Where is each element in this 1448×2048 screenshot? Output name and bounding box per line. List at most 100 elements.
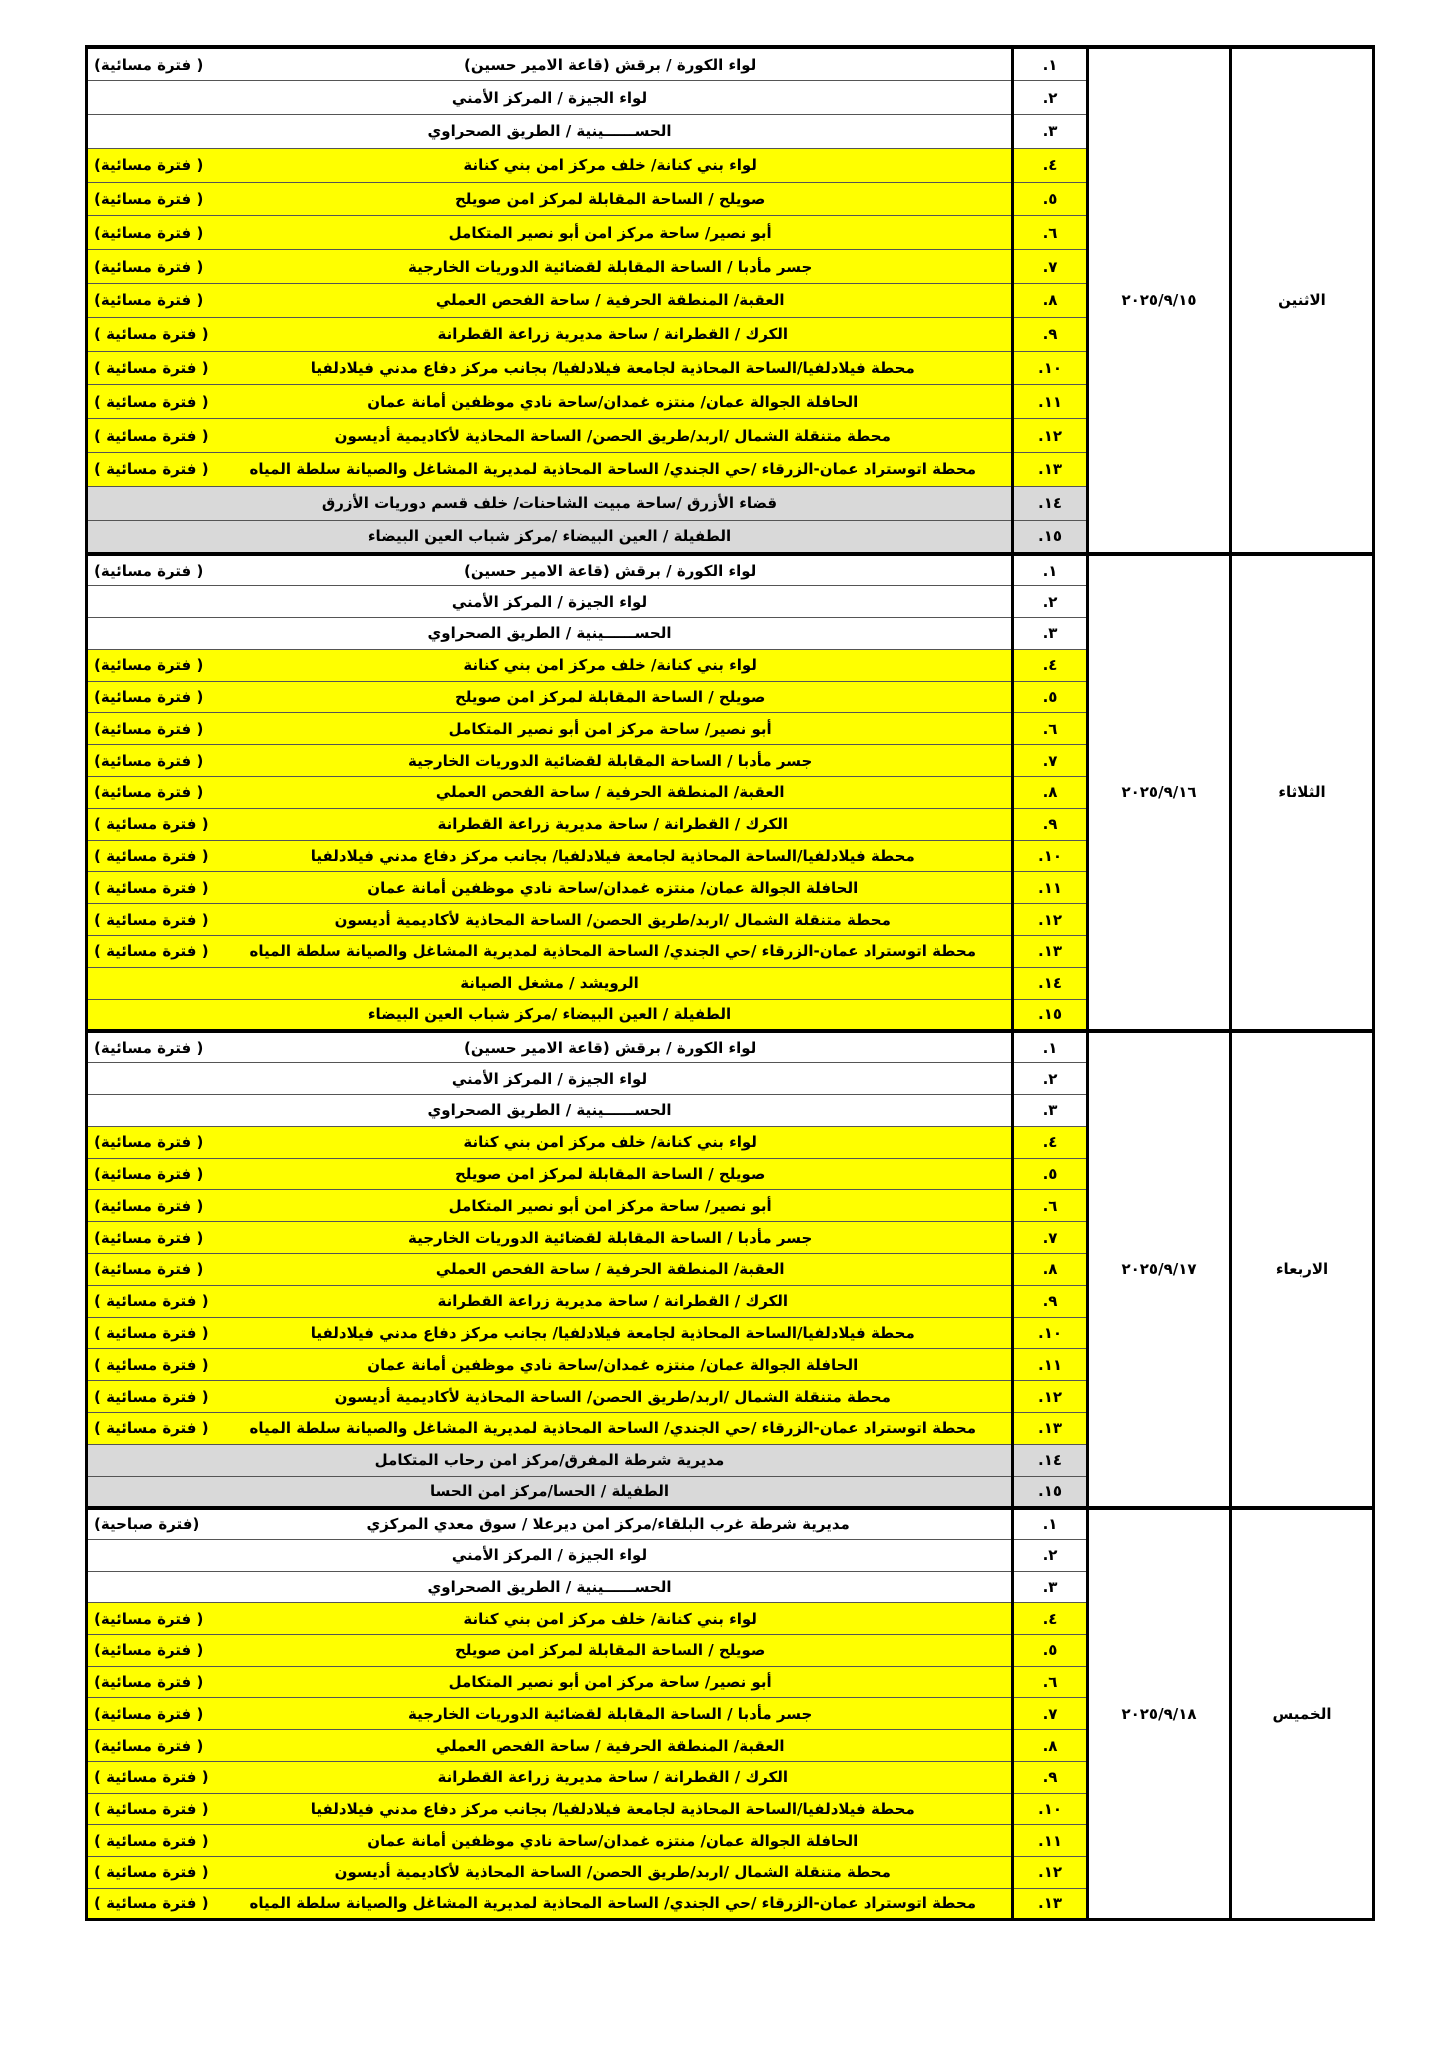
date-cell: ٢٠٢٥/٩/١٧ <box>1086 1028 1232 1509</box>
location-cell-content: الحافلة الجوالة عمان/ منتزه غمدان/ساحة ن… <box>88 391 1011 413</box>
location-text: محطة فيلادلفيا/الساحة المحاذية لجامعة في… <box>310 1799 915 1818</box>
table-row: ٢. لواء الجيزة / المركز الأمني <box>86 1062 1374 1095</box>
location-cell-content: لواء بني كنانة/ خلف مركز امن بني كنانة ( … <box>88 154 1011 176</box>
location-cell: الحافلة الجوالة عمان/ منتزه غمدان/ساحة ن… <box>86 871 1013 905</box>
location-text: لواء الكورة / برقش (قاعة الامير حسين) <box>464 561 757 580</box>
row-number: ١٠. <box>1011 1792 1088 1826</box>
location-cell-content: صويلح / الساحة المقابلة لمركز امن صويلح (… <box>88 1163 1011 1185</box>
row-number: ٨. <box>1011 1252 1088 1286</box>
row-number: ٣. <box>1011 617 1088 650</box>
location-text: محطة متنقلة الشمال /اربد/طريق الحصن/ الس… <box>334 426 891 445</box>
table-row: ٢. لواء الجيزة / المركز الأمني <box>86 1539 1374 1572</box>
location-text: مديرية شرطة المفرق/مركز امن رحاب المتكام… <box>374 1451 725 1470</box>
location-cell: محطة اتوستراد عمان-الزرقاء /حي الجندي/ ا… <box>86 1411 1013 1445</box>
table-row: ١٥. الطفيلة / العين البيضاء /مركز شباب ال… <box>86 519 1374 555</box>
location-cell: محطة متنقلة الشمال /اربد/طريق الحصن/ الس… <box>86 1855 1013 1889</box>
location-cell-content: الحافلة الجوالة عمان/ منتزه غمدان/ساحة ن… <box>88 877 1011 899</box>
row-number: ٩. <box>1011 1760 1088 1794</box>
day-cell: الخميس <box>1229 1505 1375 1921</box>
location-cell-content: لواء الكورة / برقش (قاعة الامير حسين) ( ف… <box>88 1037 1011 1059</box>
location-cell-content: لواء الجيزة / المركز الأمني <box>88 1068 1011 1090</box>
row-number: ٥. <box>1011 680 1088 714</box>
table-row: ٧. جسر مأدبا / الساحة المقابلة لقضائية ال… <box>86 1221 1374 1254</box>
location-text: صويلح / الساحة المقابلة لمركز امن صويلح <box>454 1641 766 1660</box>
location-text: الكرك / القطرانة / ساحة مديرية زراعة الق… <box>437 815 789 834</box>
location-cell: محطة فيلادلفيا/الساحة المحاذية لجامعة في… <box>86 350 1013 386</box>
location-cell-content: العقبة/ المنطقة الحرفية / ساحة الفحص الع… <box>88 289 1011 311</box>
period-note: ( فترة مسائية ) <box>94 1419 209 1438</box>
period-note: ( فترة مسائية ) <box>94 1799 209 1818</box>
location-cell-content: أبو نصير/ ساحة مركز امن أبو نصير المتكام… <box>88 222 1011 244</box>
location-cell-content: الكرك / القطرانة / ساحة مديرية زراعة الق… <box>88 323 1011 345</box>
row-number: ٧. <box>1011 744 1088 778</box>
location-text: لواء الكورة / برقش (قاعة الامير حسين) <box>464 1038 757 1057</box>
table-row: ١١. الحافلة الجوالة عمان/ منتزه غمدان/ساح… <box>86 1348 1374 1382</box>
table-row: ٨. العقبة/ المنطقة الحرفية / ساحة الفحص ا… <box>86 1252 1374 1286</box>
location-cell: محطة متنقلة الشمال /اربد/طريق الحصن/ الس… <box>86 1380 1013 1413</box>
location-cell: الحافلة الجوالة عمان/ منتزه غمدان/ساحة ن… <box>86 384 1013 420</box>
table-row: ٥. صويلح / الساحة المقابلة لمركز امن صويل… <box>86 1157 1374 1191</box>
location-cell-content: أبو نصير/ ساحة مركز امن أبو نصير المتكام… <box>88 718 1011 740</box>
location-text: محطة فيلادلفيا/الساحة المحاذية لجامعة في… <box>310 359 915 378</box>
row-number: ٤. <box>1011 147 1088 183</box>
location-cell: قضاء الأزرق /ساحة مبيت الشاحنات/ خلف قسم… <box>86 485 1013 521</box>
location-cell: لواء الكورة / برقش (قاعة الامير حسين) ( ف… <box>86 45 1013 82</box>
row-number: ١٠. <box>1011 350 1088 386</box>
row-number: ١٤. <box>1011 966 1088 1000</box>
location-text: الرويشد / مشغل الصيانة <box>460 974 639 993</box>
location-cell-content: محطة فيلادلفيا/الساحة المحاذية لجامعة في… <box>88 845 1011 867</box>
location-cell: العقبة/ المنطقة الحرفية / ساحة الفحص الع… <box>86 776 1013 809</box>
location-text: جسر مأدبا / الساحة المقابلة لقضائية الدو… <box>408 751 813 770</box>
period-note: ( فترة مسائية) <box>94 561 204 580</box>
period-note: ( فترة مسائية) <box>94 1133 204 1152</box>
location-cell-content: الحســــــينية / الطريق الصحراوي <box>88 622 1011 644</box>
location-cell: لواء الجيزة / المركز الأمني <box>86 585 1013 619</box>
location-cell-content: لواء بني كنانة/ خلف مركز امن بني كنانة ( … <box>88 1131 1011 1153</box>
period-note: ( فترة مسائية) <box>94 1609 204 1628</box>
table-row: ٥. صويلح / الساحة المقابلة لمركز امن صويل… <box>86 680 1374 714</box>
row-number: ٩. <box>1011 316 1088 352</box>
location-text: أبو نصير/ ساحة مركز امن أبو نصير المتكام… <box>448 719 772 738</box>
location-cell-content: محطة متنقلة الشمال /اربد/طريق الحصن/ الس… <box>88 425 1011 447</box>
location-text: صويلح / الساحة المقابلة لمركز امن صويلح <box>454 190 766 209</box>
location-cell: محطة فيلادلفيا/الساحة المحاذية لجامعة في… <box>86 1316 1013 1350</box>
row-number: ٣. <box>1011 114 1088 149</box>
table-row: ٤. لواء بني كنانة/ خلف مركز امن بني كنانة… <box>86 147 1374 183</box>
schedule-table: الاثنين ٢٠٢٥/٩/١٥ ١. لواء الكورة / برقش (قا… <box>85 45 1375 1922</box>
location-text: الحســــــينية / الطريق الصحراوي <box>427 1578 672 1597</box>
location-cell-content: محطة فيلادلفيا/الساحة المحاذية لجامعة في… <box>88 1798 1011 1820</box>
period-note: ( فترة مسائية ) <box>94 847 209 866</box>
period-note: ( فترة مسائية) <box>94 55 204 74</box>
location-text: أبو نصير/ ساحة مركز امن أبو نصير المتكام… <box>448 223 772 242</box>
period-note: ( فترة مسائية ) <box>94 1323 209 1342</box>
location-text: محطة اتوستراد عمان-الزرقاء /حي الجندي/ ا… <box>249 1894 976 1913</box>
location-cell-content: محطة اتوستراد عمان-الزرقاء /حي الجندي/ ا… <box>88 458 1011 480</box>
row-number: ١٢. <box>1011 903 1088 937</box>
row-number: ٩. <box>1011 1284 1088 1318</box>
period-note: ( فترة مسائية ) <box>94 1863 209 1882</box>
table-row: ٤. لواء بني كنانة/ خلف مركز امن بني كنانة… <box>86 1125 1374 1159</box>
day-cell: الاثنين <box>1229 45 1375 555</box>
location-text: مديرية شرطة غرب البلقاء/مركز امن ديرعلا … <box>366 1515 850 1534</box>
row-number: ٣. <box>1011 1094 1088 1127</box>
table-row: ٥. صويلح / الساحة المقابلة لمركز امن صويل… <box>86 1634 1374 1667</box>
row-number: ٦. <box>1011 712 1088 746</box>
location-cell-content: صويلح / الساحة المقابلة لمركز امن صويلح (… <box>88 188 1011 210</box>
location-cell-content: أبو نصير/ ساحة مركز امن أبو نصير المتكام… <box>88 1195 1011 1217</box>
period-note: ( فترة مسائية) <box>94 1260 204 1279</box>
row-number: ١٤. <box>1011 1443 1088 1477</box>
row-number: ٥. <box>1011 1157 1088 1191</box>
period-note: ( فترة مسائية ) <box>94 359 209 378</box>
row-number: ١٢. <box>1011 418 1088 454</box>
row-number: ٤. <box>1011 1125 1088 1159</box>
period-note: ( فترة مسائية) <box>94 1673 204 1692</box>
table-row: ٣. الحســــــينية / الطريق الصحراوي <box>86 617 1374 650</box>
location-cell: أبو نصير/ ساحة مركز امن أبو نصير المتكام… <box>86 712 1013 746</box>
row-number: ٩. <box>1011 807 1088 841</box>
period-note: ( فترة مسائية) <box>94 656 204 675</box>
table-row: ٩. الكرك / القطرانة / ساحة مديرية زراعة ا… <box>86 1284 1374 1318</box>
location-cell: الحافلة الجوالة عمان/ منتزه غمدان/ساحة ن… <box>86 1348 1013 1382</box>
location-cell: الطفيلة / الحسا/مركز امن الحسا <box>86 1475 1013 1509</box>
location-text: الحســــــينية / الطريق الصحراوي <box>427 122 672 141</box>
location-text: محطة فيلادلفيا/الساحة المحاذية لجامعة في… <box>310 847 915 866</box>
